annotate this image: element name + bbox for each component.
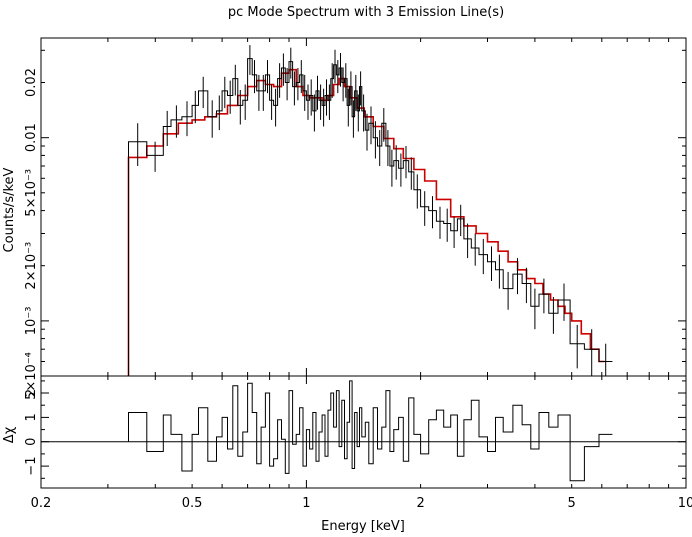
residual-ticks (40, 376, 687, 488)
y-tick-label: 2 (24, 389, 39, 397)
x-tick-label: 0.5 (182, 496, 203, 511)
residual-frame (40, 375, 687, 489)
y-tick-label: 5×10⁻³ (24, 169, 39, 217)
spectrum-y-tick-labels: 0.02 0.01 5×10⁻³ 2×10⁻³ 10⁻³ 5×10⁻⁴ (24, 68, 39, 400)
residual-y-tick-labels: 2 1 0 −1 (24, 389, 39, 476)
x-tick-label: 0.2 (31, 496, 52, 511)
y-tick-label: 0 (24, 438, 39, 446)
y-axis-label-residual: Δχ (2, 426, 17, 443)
y-tick-label: 0.01 (24, 123, 39, 152)
data-series (128, 45, 613, 376)
residual-series (128, 380, 613, 482)
x-tick-label: 10 (678, 496, 692, 511)
residual-step-line (128, 380, 613, 482)
y-tick-label: 0.02 (24, 68, 39, 97)
chart-title: pc Mode Spectrum with 3 Emission Line(s) (228, 5, 504, 20)
y-tick-label: 10⁻³ (24, 307, 39, 336)
spectrum-ticks (40, 38, 687, 377)
x-tick-label: 2 (416, 496, 424, 511)
y-axis-label-top: Counts/s/keV (2, 167, 17, 252)
x-axis-label: Energy [keV] (321, 519, 405, 534)
y-tick-label: 2×10⁻³ (24, 242, 39, 290)
spectrum-frame (40, 37, 687, 377)
y-tick-label: −1 (24, 457, 39, 476)
x-tick-labels: 0.2 0.5 1 2 5 10 (31, 496, 692, 511)
y-tick-label: 1 (24, 413, 39, 421)
x-tick-label: 1 (302, 496, 310, 511)
spectrum-panel: 0.02 0.01 5×10⁻³ 2×10⁻³ 10⁻³ 5×10⁻⁴ (24, 37, 687, 400)
x-tick-label: 5 (568, 496, 576, 511)
residual-panel: 2 1 0 −1 (24, 375, 687, 489)
data-step-line (128, 58, 613, 376)
y-tick-label: 5×10⁻⁴ (24, 352, 39, 400)
